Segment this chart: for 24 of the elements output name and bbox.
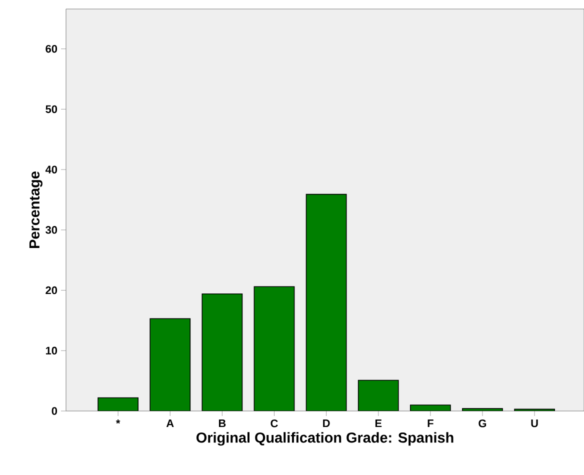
x-tick-label: C [270, 420, 278, 428]
y-tick-label: 20 [46, 286, 58, 294]
bar [202, 294, 242, 411]
bar [358, 380, 398, 411]
y-tick-label: 10 [46, 346, 58, 355]
bar [254, 286, 294, 411]
y-tick-label: 60 [46, 44, 58, 53]
x-tick-label: G [478, 420, 486, 428]
y-tick-label: 0 [52, 407, 58, 415]
x-tick-label: * [116, 420, 120, 424]
y-tick-label: 30 [46, 226, 58, 234]
y-axis-title: Percentage [29, 172, 42, 248]
x-tick-label: B [218, 420, 226, 428]
x-tick-label: U [531, 420, 538, 428]
y-tick-label: 40 [45, 166, 58, 174]
y-tick-label: 50 [46, 105, 58, 114]
bar [306, 194, 346, 411]
x-tick-label: D [323, 420, 330, 428]
x-axis-title: Original Qualification Grade: Spanish [196, 432, 454, 446]
bar [98, 398, 138, 411]
x-tick-label: A [166, 420, 174, 428]
bar [150, 318, 190, 411]
x-tick-label: E [375, 420, 382, 428]
x-tick-label: F [428, 420, 434, 428]
